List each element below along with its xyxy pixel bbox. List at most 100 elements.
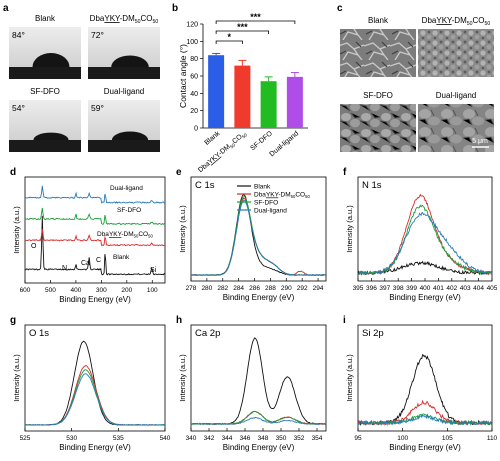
legend-label-part: 50	[291, 194, 296, 199]
x-tick-label: 288	[265, 285, 276, 292]
series-label-part: YKY	[109, 231, 123, 238]
x-axis-label: Binding Energy (eV)	[223, 443, 295, 452]
panel-f: 395 396 397 398 399 400 401 402 403 404 405 Binding…	[343, 167, 498, 302]
spectrum-title: Ca 2p	[195, 328, 220, 339]
y-tick-label: 80	[190, 56, 198, 63]
x-tick-label: 400	[420, 285, 431, 292]
droplet-shape	[111, 131, 149, 140]
sem-image	[340, 29, 416, 77]
panel-letter: h	[176, 315, 182, 326]
substrate-surface	[88, 67, 160, 79]
series-label-part: -DM	[121, 231, 133, 238]
x-tick-label: Blank	[203, 130, 221, 147]
legend-label: Blank	[254, 184, 271, 191]
x-tick-label: 95	[354, 435, 362, 442]
x-tick-label: 525	[20, 435, 31, 442]
plot-frame	[24, 176, 166, 284]
legend-label-part: YKY	[266, 192, 280, 199]
panel-letter: i	[343, 315, 346, 326]
panel-letter-b: b	[172, 3, 178, 14]
x-axis-label: Binding Energy (eV)	[223, 293, 295, 302]
sem-label: Dual-ligand	[436, 91, 476, 100]
sem-label: Blank	[368, 16, 389, 25]
significance-bracket	[215, 30, 270, 34]
x-tick-label: 292	[297, 285, 308, 292]
x-tick-label: 350	[276, 435, 287, 442]
legend-label-part: CO	[295, 192, 305, 199]
contact-angle-text: 54°	[12, 103, 25, 113]
contact-angle-text: 72°	[91, 30, 104, 40]
sem-label-part: CO	[473, 16, 485, 25]
series-label: DbaYKY-DM50CO50	[97, 231, 153, 239]
x-tick-label: 284	[233, 285, 244, 292]
panel-letter: e	[176, 167, 182, 178]
x-tick-label: 395	[353, 285, 364, 292]
significance-bracket	[215, 20, 296, 24]
bar	[208, 55, 225, 129]
ca2p-series-line	[190, 337, 327, 426]
x-tick-label: 340	[186, 435, 197, 442]
x-tick-label-part: 50	[229, 142, 236, 149]
droplet-label-part: CO	[141, 14, 153, 23]
survey-series-line	[24, 207, 166, 226]
legend-label: SF-DFO	[254, 200, 278, 207]
y-tick-label: 60	[190, 74, 198, 81]
x-tick-label: 100	[147, 287, 158, 294]
x-tick-label: 354	[312, 435, 323, 442]
plot-frame	[190, 176, 327, 282]
x-tick-label-part: 50	[241, 132, 248, 139]
series-label-part: 50	[148, 234, 153, 239]
legend-label: Dual-ligand	[254, 208, 287, 215]
panel-letter-a: a	[3, 3, 9, 14]
sem-label-part: 50	[467, 21, 473, 27]
y-axis-label: Intensity (a.u.)	[178, 205, 187, 253]
x-tick-label: 280	[201, 285, 212, 292]
legend-label-part: 50	[305, 194, 310, 199]
o1s-series-line	[24, 340, 166, 426]
bar	[286, 76, 303, 128]
peak-label: C	[96, 257, 101, 264]
x-tick-label: 200	[121, 287, 132, 294]
droplet-label-part: 50	[135, 19, 141, 25]
o1s-series-line	[24, 373, 166, 426]
x-tick-label: 500	[45, 287, 56, 294]
droplet-shape	[33, 132, 69, 140]
x-tick-label: 346	[240, 435, 251, 442]
sem-label-part: -DM	[452, 16, 467, 25]
x-tick-label: 530	[66, 435, 77, 442]
y-axis-label: Intensity (a.u.)	[178, 354, 187, 402]
legend-label-part: -DM	[278, 192, 290, 199]
series-label: SF-DFO	[117, 207, 141, 214]
contact-angle-text: 84°	[12, 30, 25, 40]
plot-frame	[190, 324, 327, 432]
panel-letter-c: c	[337, 3, 343, 14]
panel-d: 600 500 400 300 200 100 Binding Energy (eV) Int…	[10, 167, 166, 304]
plot-frame	[24, 324, 166, 432]
droplet-label: SF-DFO	[30, 87, 60, 96]
significance-marker: *	[227, 32, 231, 42]
x-tick-label: DbaYKY-DM50CO50	[197, 130, 248, 175]
x-tick-label: 399	[406, 285, 417, 292]
series-label: Blank	[113, 254, 130, 261]
sem-image	[340, 104, 416, 152]
bar	[234, 65, 251, 128]
y-axis-label: Intensity (a.u.)	[345, 354, 354, 402]
o1s-series-line	[24, 364, 166, 426]
plot-frame	[357, 324, 493, 432]
x-tick-label: SF-DFO	[249, 130, 274, 152]
panel-e: 278 280 282 284 286 288 290 292 294 Binding Energ…	[176, 167, 327, 302]
peak-label: N	[62, 265, 67, 272]
sem-label: SF-DFO	[363, 91, 393, 100]
significance-marker: ***	[250, 12, 261, 22]
x-tick-label: 540	[160, 435, 171, 442]
substrate-surface	[88, 140, 160, 152]
plot-frame	[357, 176, 493, 282]
significance-bracket	[215, 40, 243, 44]
x-tick-label: 278	[186, 285, 197, 292]
series-label-part: CO	[138, 231, 148, 238]
x-tick-label: 402	[446, 285, 457, 292]
x-axis-label: Binding Energy (eV)	[59, 295, 131, 304]
droplet-shape	[111, 55, 149, 67]
